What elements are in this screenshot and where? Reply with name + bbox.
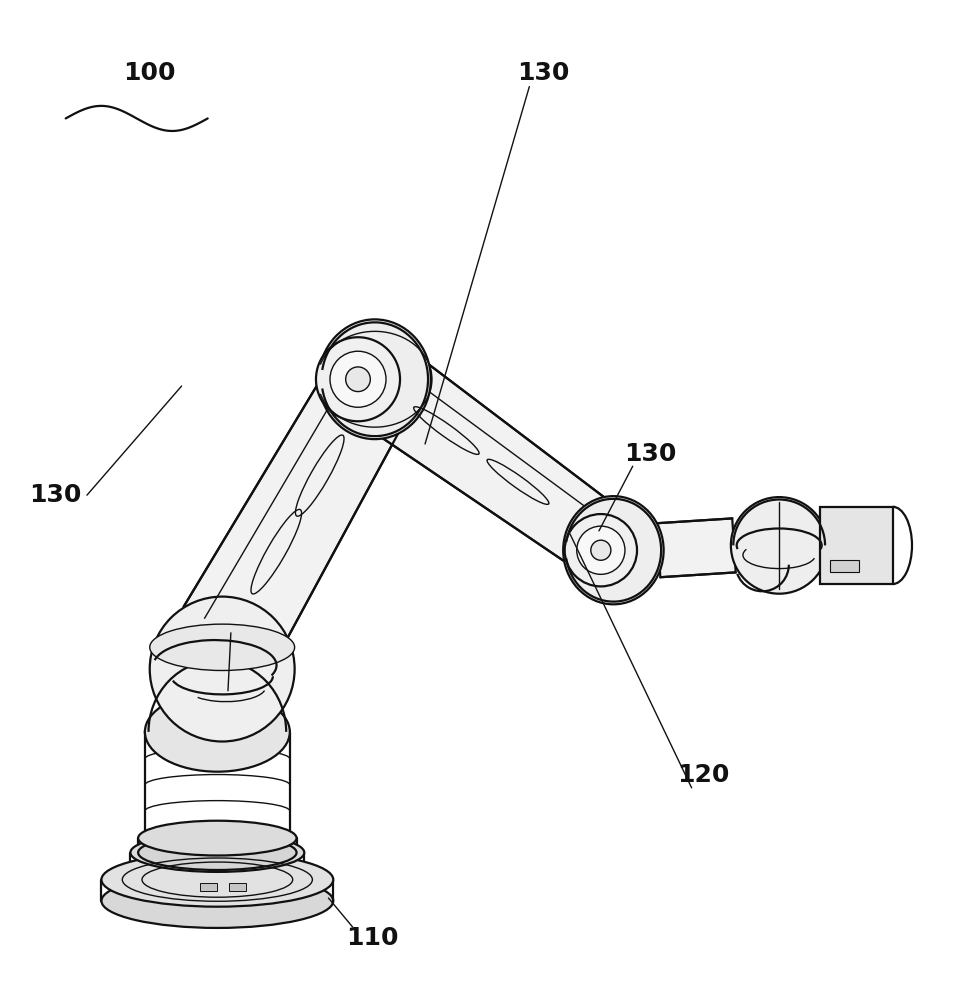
Ellipse shape (138, 835, 297, 870)
Ellipse shape (150, 624, 295, 670)
Circle shape (316, 337, 400, 421)
Ellipse shape (138, 821, 297, 855)
Text: 110: 110 (346, 926, 398, 950)
Polygon shape (657, 518, 736, 577)
Circle shape (731, 497, 828, 594)
Circle shape (565, 514, 637, 586)
Text: 130: 130 (517, 61, 569, 85)
Circle shape (346, 367, 370, 392)
Bar (200, 883, 217, 891)
Ellipse shape (130, 833, 304, 872)
Bar (229, 883, 246, 891)
Text: 120: 120 (677, 763, 729, 787)
Polygon shape (830, 560, 859, 572)
Polygon shape (184, 356, 415, 659)
Polygon shape (820, 507, 893, 584)
Ellipse shape (563, 496, 664, 604)
Circle shape (330, 351, 386, 407)
Ellipse shape (101, 874, 333, 928)
Text: 130: 130 (624, 442, 676, 466)
Circle shape (591, 540, 611, 560)
Circle shape (150, 597, 295, 742)
Polygon shape (349, 343, 635, 580)
Ellipse shape (145, 714, 290, 749)
Ellipse shape (145, 692, 290, 772)
Ellipse shape (101, 853, 333, 907)
Circle shape (577, 526, 625, 574)
Text: 100: 100 (124, 61, 176, 85)
Text: 130: 130 (29, 483, 81, 507)
Ellipse shape (319, 319, 431, 439)
